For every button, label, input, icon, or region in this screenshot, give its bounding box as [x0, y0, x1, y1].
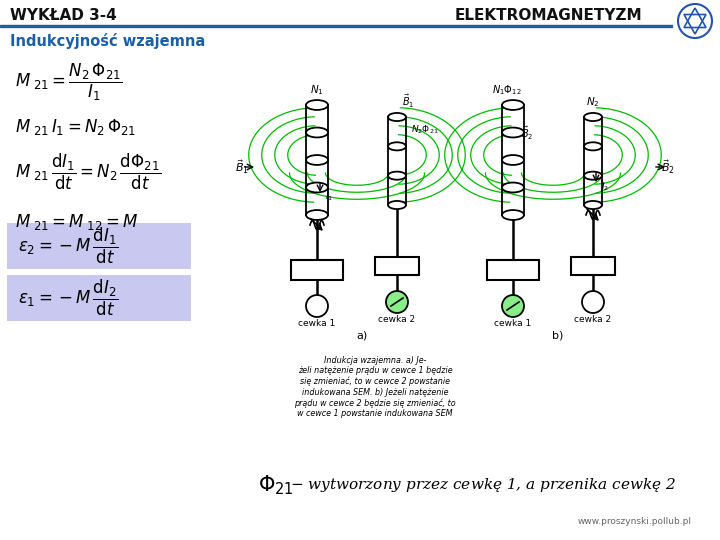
Text: $\Phi_{21}$: $\Phi_{21}$ [258, 473, 294, 497]
Text: $\varepsilon_1 = -M\,\dfrac{\mathrm{d}I_2}{\mathrm{d}t}$: $\varepsilon_1 = -M\,\dfrac{\mathrm{d}I_… [18, 278, 118, 318]
Circle shape [306, 295, 328, 317]
Text: www.proszynski.pollub.pl: www.proszynski.pollub.pl [578, 517, 692, 526]
Text: $M\ _{\!21} = M\ _{\!12} = M$: $M\ _{\!21} = M\ _{\!12} = M$ [15, 212, 138, 232]
Ellipse shape [306, 155, 328, 165]
Ellipse shape [502, 155, 524, 165]
Ellipse shape [306, 210, 328, 220]
Circle shape [502, 295, 524, 317]
FancyBboxPatch shape [7, 275, 191, 321]
Ellipse shape [502, 100, 524, 110]
Text: $\vec{B}_2$: $\vec{B}_2$ [521, 125, 534, 142]
Ellipse shape [306, 100, 328, 110]
Ellipse shape [584, 172, 602, 180]
Text: $N_2$: $N_2$ [586, 95, 600, 109]
Bar [375, 257, 419, 275]
Text: $M\ _{\!21} = \dfrac{N_2\,\Phi_{21}}{I_1}$: $M\ _{\!21} = \dfrac{N_2\,\Phi_{21}}{I_1… [15, 62, 122, 103]
Bar [487, 260, 539, 280]
Text: cewka 1: cewka 1 [495, 320, 531, 328]
Ellipse shape [502, 183, 524, 192]
Ellipse shape [584, 113, 602, 121]
Ellipse shape [388, 172, 406, 180]
Text: WYKŁAD 3-4: WYKŁAD 3-4 [10, 9, 117, 24]
Ellipse shape [502, 127, 524, 138]
Ellipse shape [584, 142, 602, 150]
FancyBboxPatch shape [7, 223, 191, 269]
Text: $N_1\Phi_{12}$: $N_1\Phi_{12}$ [492, 83, 522, 97]
Circle shape [386, 291, 408, 313]
Text: $-$ wytworzony przez cewkę 1, a przenika cewkę 2: $-$ wytworzony przez cewkę 1, a przenika… [290, 476, 676, 494]
Text: $N_2\Phi_{21}$: $N_2\Phi_{21}$ [411, 123, 438, 136]
Circle shape [678, 4, 712, 38]
Text: cewka 2: cewka 2 [379, 315, 415, 325]
Text: $M\ _{\!21}\,\dfrac{\mathrm{d}I_1}{\mathrm{d}t} = N_2\,\dfrac{\mathrm{d}\Phi_{21: $M\ _{\!21}\,\dfrac{\mathrm{d}I_1}{\math… [15, 152, 161, 192]
Text: b): b) [552, 331, 564, 341]
Text: cewka 2: cewka 2 [575, 315, 611, 325]
Bar [291, 260, 343, 280]
Ellipse shape [306, 127, 328, 138]
Text: cewka 1: cewka 1 [298, 320, 336, 328]
Circle shape [582, 291, 604, 313]
Ellipse shape [502, 210, 524, 220]
Bar [0, 24, 672, 27]
Ellipse shape [306, 183, 328, 192]
Text: $\vec{B}_2$: $\vec{B}_2$ [661, 158, 675, 176]
Text: $\vec{B}_1$: $\vec{B}_1$ [402, 93, 415, 110]
Text: $\vec{B}_1$: $\vec{B}_1$ [235, 158, 249, 176]
Text: Indukcja wzajemna. a) Je-
żeli natężenie prądu w cewce 1 będzie
się zmieniać, to: Indukcja wzajemna. a) Je- żeli natężenie… [294, 356, 456, 418]
Text: a): a) [356, 331, 368, 341]
Text: ELEKTROMAGNETYZM: ELEKTROMAGNETYZM [455, 9, 643, 24]
Text: $N_1$: $N_1$ [310, 83, 324, 97]
Text: $I_2$: $I_2$ [601, 181, 609, 193]
Ellipse shape [388, 142, 406, 150]
Ellipse shape [388, 113, 406, 121]
Text: $\varepsilon_2 = -M\,\dfrac{\mathrm{d}I_1}{\mathrm{d}t}$: $\varepsilon_2 = -M\,\dfrac{\mathrm{d}I_… [18, 226, 118, 266]
Text: $M\ _{\!21}\,I_1 = N_2\,\Phi_{21}$: $M\ _{\!21}\,I_1 = N_2\,\Phi_{21}$ [15, 117, 136, 137]
Text: Indukcyjność wzajemna: Indukcyjność wzajemna [10, 33, 205, 49]
Ellipse shape [584, 201, 602, 209]
Bar [571, 257, 615, 275]
Text: $I_1$: $I_1$ [325, 191, 333, 203]
Ellipse shape [388, 201, 406, 209]
